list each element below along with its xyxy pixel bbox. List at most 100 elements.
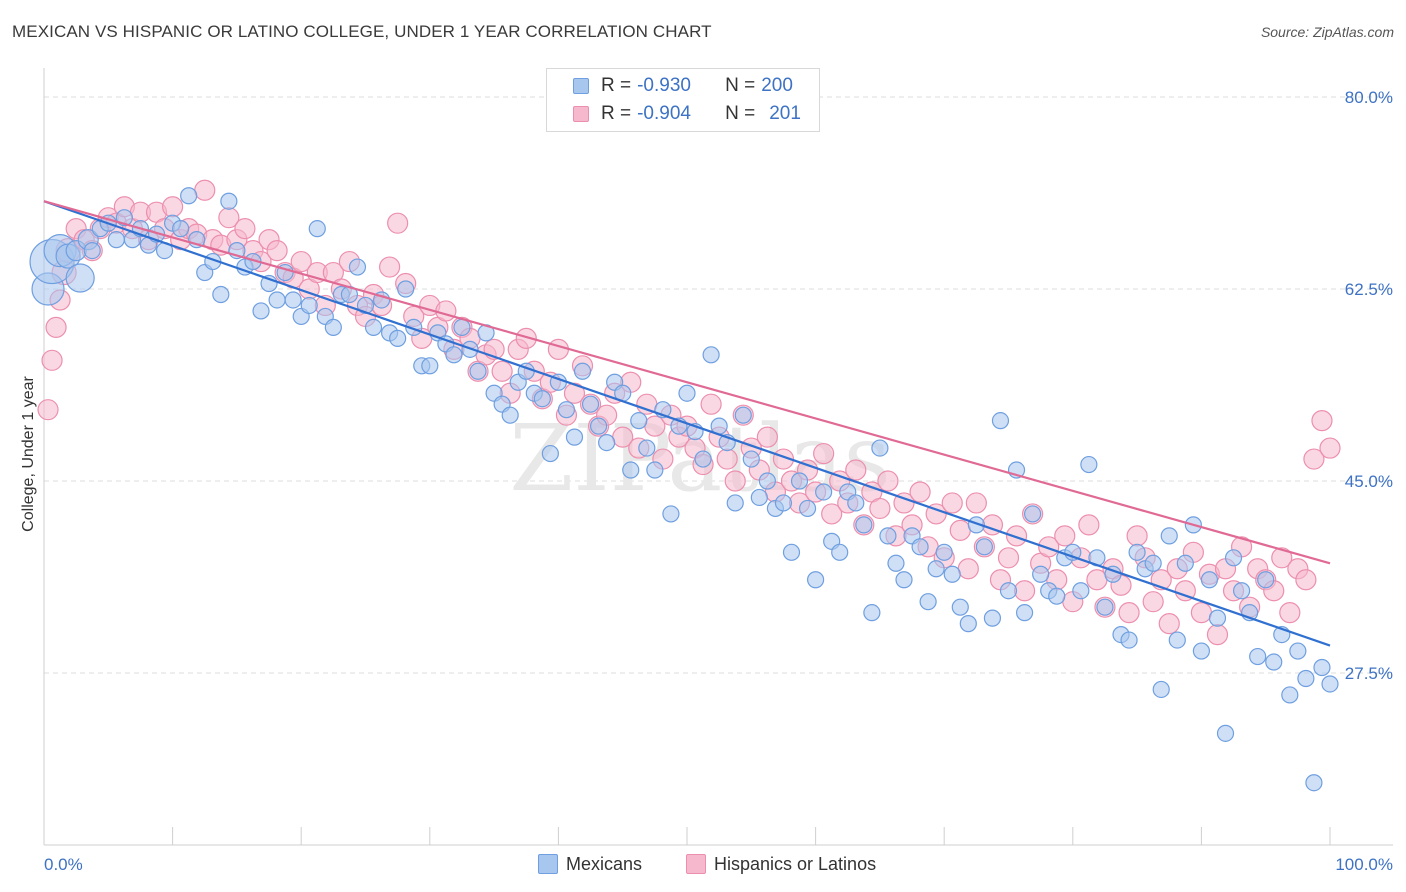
data-point xyxy=(598,434,616,452)
data-point xyxy=(1080,455,1098,474)
data-point xyxy=(194,179,216,201)
data-point xyxy=(1265,653,1283,671)
data-point xyxy=(1038,536,1060,558)
data-point xyxy=(1015,604,1034,622)
data-point xyxy=(957,558,979,580)
data-point xyxy=(756,426,778,448)
data-point xyxy=(742,450,760,468)
data-point xyxy=(965,492,987,514)
data-point xyxy=(172,220,190,238)
bottom-legend-swatch-blue xyxy=(538,854,558,874)
data-point xyxy=(919,593,937,611)
data-point xyxy=(871,439,889,457)
mexicans-trend-line xyxy=(43,200,1331,647)
data-point xyxy=(1190,602,1213,624)
data-point xyxy=(300,296,318,315)
legend-r-label: R = xyxy=(601,75,632,96)
data-point xyxy=(1078,514,1100,536)
legend-n-value: 201 xyxy=(769,103,801,124)
data-point xyxy=(290,250,312,273)
data-point xyxy=(1168,631,1186,649)
data-point xyxy=(1032,565,1050,583)
data-point xyxy=(212,285,230,304)
data-point xyxy=(1152,680,1170,699)
data-point xyxy=(1013,580,1036,602)
y-tick-label: 62.5% xyxy=(1345,280,1393,299)
data-point xyxy=(622,461,640,479)
x-tick-label-min: 0.0% xyxy=(44,855,83,874)
data-point xyxy=(1232,582,1251,600)
data-point xyxy=(726,494,744,512)
data-point xyxy=(324,318,342,336)
data-point xyxy=(1289,642,1307,660)
data-point xyxy=(1319,437,1341,459)
data-point xyxy=(1206,623,1229,646)
data-point xyxy=(1257,571,1275,589)
data-point xyxy=(638,439,656,457)
data-point xyxy=(774,494,793,512)
data-point xyxy=(573,362,592,380)
data-point xyxy=(37,399,59,421)
data-point xyxy=(435,300,457,322)
data-point xyxy=(45,316,67,338)
data-point xyxy=(41,349,63,371)
legend-swatch-pink xyxy=(573,106,589,122)
data-point xyxy=(1271,547,1293,569)
data-point xyxy=(389,329,407,347)
data-point xyxy=(716,448,738,470)
legend-swatch-blue xyxy=(573,78,589,94)
data-point xyxy=(734,406,752,424)
y-tick-label: 45.0% xyxy=(1345,472,1393,491)
legend-r-label: R = xyxy=(601,103,632,124)
bottom-legend-mexicans: Mexicans xyxy=(538,852,642,876)
data-point xyxy=(1321,675,1339,693)
data-point xyxy=(557,401,576,419)
legend-n-label: N = xyxy=(725,103,756,124)
data-point xyxy=(581,395,600,413)
data-point xyxy=(107,231,125,249)
bottom-legend-swatch-pink xyxy=(686,854,706,874)
data-point xyxy=(453,318,471,336)
data-point xyxy=(1144,554,1162,572)
data-point xyxy=(821,503,843,525)
data-point xyxy=(1208,609,1227,627)
data-point xyxy=(1224,549,1243,567)
data-point xyxy=(951,598,969,616)
data-point xyxy=(943,565,961,583)
data-point xyxy=(1295,569,1317,591)
data-point xyxy=(911,538,929,556)
data-point xyxy=(1192,642,1211,660)
data-point xyxy=(646,461,664,479)
data-point xyxy=(724,470,746,492)
data-point xyxy=(758,472,776,490)
legend-n-value: 200 xyxy=(761,75,793,96)
data-point xyxy=(1005,525,1028,547)
y-tick-labels: 80.0% 62.5% 45.0% 27.5% xyxy=(1345,88,1393,683)
data-point xyxy=(1024,505,1042,523)
data-point xyxy=(831,543,849,561)
data-point xyxy=(879,527,897,545)
source-label: Source: ZipAtlas.com xyxy=(1260,24,1394,40)
data-point xyxy=(547,338,570,360)
data-point xyxy=(65,263,95,293)
data-point xyxy=(1128,543,1146,561)
data-point xyxy=(1313,658,1331,677)
data-point xyxy=(700,393,722,415)
bottom-legend-label-mexicans: Mexicans xyxy=(566,853,643,874)
data-point xyxy=(855,516,873,534)
data-point xyxy=(83,242,101,260)
mexicans-points xyxy=(29,187,1339,792)
data-point xyxy=(515,327,537,349)
data-point xyxy=(1249,647,1267,666)
data-point xyxy=(1096,598,1114,616)
data-point xyxy=(364,318,383,336)
data-point xyxy=(397,280,415,298)
data-point xyxy=(162,196,184,218)
legend-row-mexicans: R = -0.930 N = 200 xyxy=(547,74,793,98)
data-point xyxy=(999,582,1018,600)
data-point xyxy=(997,547,1020,569)
data-point xyxy=(234,218,256,240)
legend-r-value: -0.904 xyxy=(637,103,691,124)
data-point xyxy=(927,560,945,578)
